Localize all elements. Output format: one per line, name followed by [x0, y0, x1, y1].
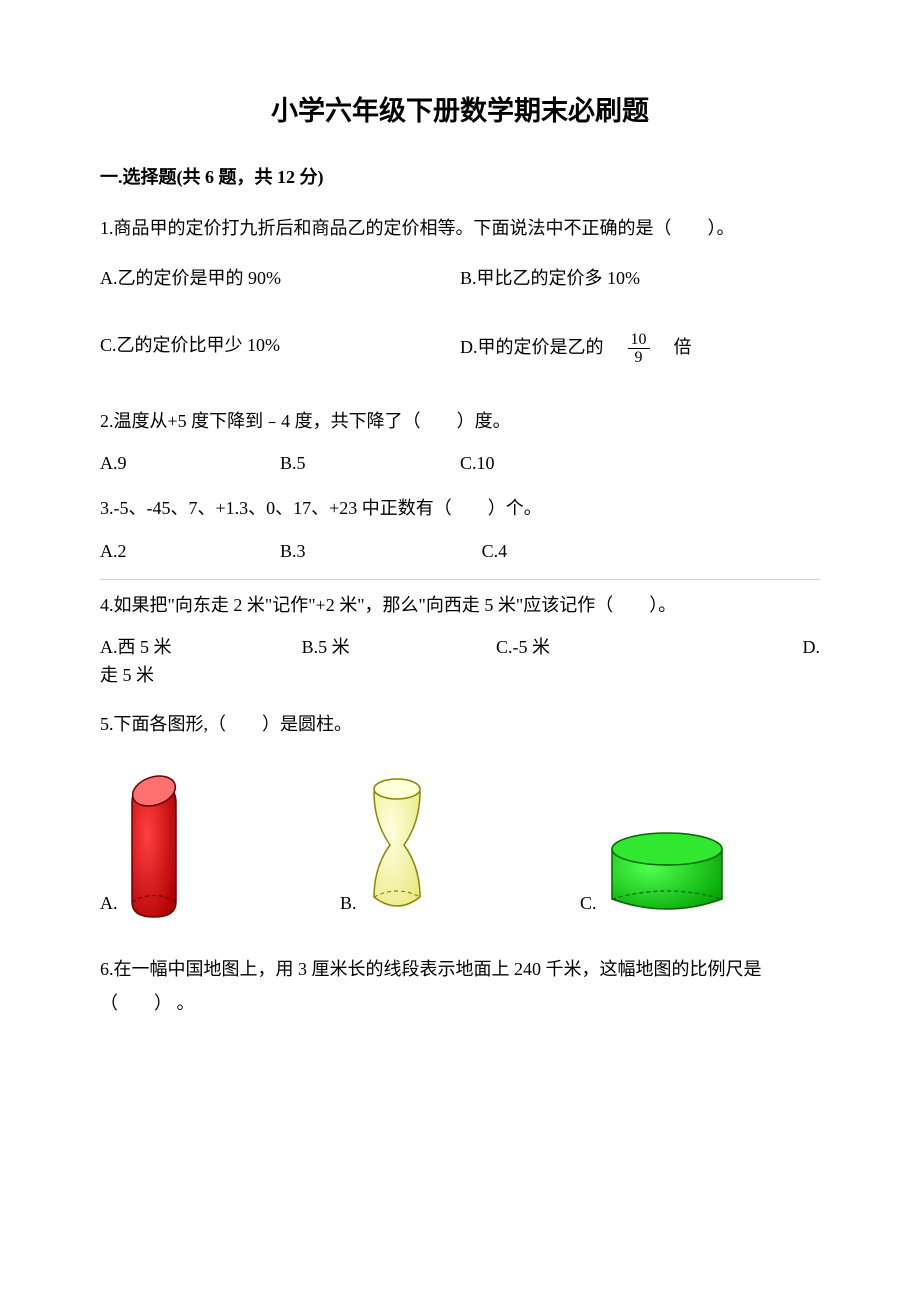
q4-opt-c: C.-5 米 [496, 633, 734, 662]
q5-label-a: A. [100, 889, 118, 918]
page-title: 小学六年级下册数学期末必刷题 [100, 90, 820, 133]
q5-label-c: C. [580, 889, 597, 918]
fraction-den: 9 [628, 349, 650, 367]
q5-opt-b: B. [340, 767, 580, 922]
section-header: 一.选择题(共 6 题，共 12 分) [100, 163, 820, 192]
question-5: 5.下面各图形,（ ）是圆柱。 [100, 708, 820, 740]
cylinder-cut-icon [124, 767, 184, 922]
q1-opt-d-post: 倍 [656, 337, 692, 357]
q5-label-b: B. [340, 889, 357, 918]
q2-opt-c: C.10 [460, 449, 640, 478]
q4-opt-d-text: 走 5 米 [100, 661, 820, 690]
q3-opt-b: B.3 [280, 537, 482, 566]
q1-opt-c: C.乙的定价比甲少 10% [100, 331, 460, 367]
question-6: 6.在一幅中国地图上，用 3 厘米长的线段表示地面上 240 千米，这幅地图的比… [100, 952, 820, 1020]
divider-line [100, 579, 820, 580]
question-3: 3.-5、-45、7、+1.3、0、17、+23 中正数有（ ）个。 [100, 492, 820, 524]
q1-opt-d-pre: D.甲的定价是乙的 [460, 337, 622, 357]
q1-opt-a: A.乙的定价是甲的 90% [100, 264, 460, 293]
q5-shapes: A. B. C. [100, 767, 820, 922]
question-4: 4.如果把"向东走 2 米"记作"+2 米"，那么"向西走 5 米"应该记作（ … [100, 588, 820, 622]
q1-opt-b: B.甲比乙的定价多 10% [460, 264, 820, 293]
fraction-num: 10 [628, 331, 650, 350]
q1-options-row2: C.乙的定价比甲少 10% D.甲的定价是乙的 109 倍 [100, 331, 820, 367]
q2-opt-a: A.9 [100, 449, 280, 478]
q4-opt-a: A.西 5 米 [100, 633, 302, 662]
q1-options-row1: A.乙的定价是甲的 90% B.甲比乙的定价多 10% [100, 264, 820, 293]
q1-opt-d: D.甲的定价是乙的 109 倍 [460, 331, 820, 367]
q3-opt-c: C.4 [482, 537, 662, 566]
q5-opt-c: C. [580, 827, 820, 922]
q4-opt-b: B.5 米 [302, 633, 496, 662]
q3-opt-a: A.2 [100, 537, 280, 566]
q5-opt-a: A. [100, 767, 340, 922]
q4-opt-d-label: D. [734, 633, 820, 662]
short-cylinder-icon [602, 827, 732, 922]
fraction-10-9: 109 [628, 331, 650, 367]
q4-options: A.西 5 米 B.5 米 C.-5 米 D. 走 5 米 [100, 633, 820, 691]
q3-options: A.2 B.3 C.4 [100, 537, 820, 566]
q2-options: A.9 B.5 C.10 [100, 449, 820, 478]
question-2: 2.温度从+5 度下降到﹣4 度，共下降了（ ）度。 [100, 405, 820, 437]
question-1: 1.商品甲的定价打九折后和商品乙的定价相等。下面说法中不正确的是（ ）。 [100, 210, 820, 246]
q2-opt-b: B.5 [280, 449, 460, 478]
hourglass-icon [362, 767, 432, 922]
